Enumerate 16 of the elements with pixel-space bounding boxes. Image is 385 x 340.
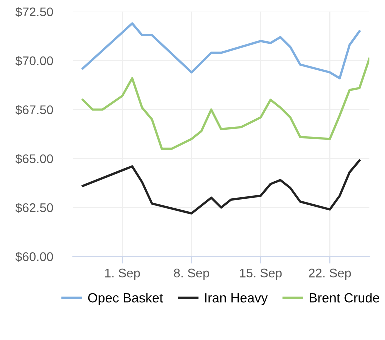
y-tick-label: $67.50 [16, 105, 54, 116]
x-tick-label: 22. Sep [309, 268, 352, 280]
y-tick-label: $65.00 [16, 154, 54, 164]
x-tick-label: 8. Sep [174, 268, 210, 280]
legend-label: Brent Crude [310, 293, 380, 303]
y-tick-label: $62.50 [16, 203, 54, 214]
x-tick-label: 1. Sep [105, 268, 140, 280]
y-tick-label: $70.00 [16, 56, 54, 66]
y-tick-label: $60.00 [16, 252, 54, 262]
legend-label: Iran Heavy [205, 294, 268, 306]
line-series [82, 22, 361, 80]
legend-label: Opec Basket [88, 293, 164, 306]
line-series [82, 160, 361, 215]
line-series [82, 58, 370, 150]
y-tick-label: $72.50 [16, 7, 54, 18]
x-tick-label: 15. Sep [240, 268, 282, 280]
